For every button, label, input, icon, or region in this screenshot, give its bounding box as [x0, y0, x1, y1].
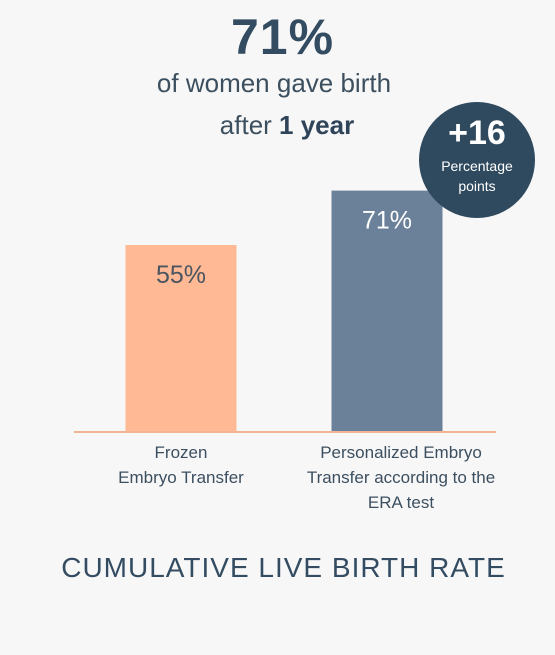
x-tick-label-1-line-2: Embryo Transfer: [118, 468, 244, 487]
bar-2: [331, 190, 443, 432]
chart-footer-title: CUMULATIVE LIVE BIRTH RATE: [61, 552, 506, 583]
subtitle-bold: 1 year: [279, 110, 355, 140]
badge-label-line2: points: [458, 178, 496, 194]
x-tick-label-2-line-2: Transfer according to the: [306, 468, 496, 487]
badge-value: +16: [448, 114, 506, 152]
x-tick-label-2-line-3: ERA test: [367, 493, 435, 512]
percentage-points-badge: +16 Percentage points: [419, 102, 535, 218]
badge-label: Percentage points: [427, 156, 527, 196]
x-tick-label-2-line-1: Personalized Embryo: [320, 443, 482, 462]
badge-label-line1: Percentage: [441, 158, 513, 174]
bar-value-label-1: 55%: [156, 261, 206, 289]
subtitle-prefix: after: [219, 110, 280, 140]
bar-value-label-2: 71%: [362, 207, 412, 235]
x-tick-label-2: Personalized Embryo Transfer according to…: [281, 440, 521, 515]
headline-value: 71%: [230, 9, 335, 65]
headline-subtitle-line1: of women gave birth: [156, 68, 392, 98]
headline-subtitle-line2: after 1 year: [0, 110, 555, 141]
x-tick-label-1-line-1: Frozen: [154, 443, 208, 462]
x-tick-label-1: Frozen Embryo Transfer: [96, 440, 266, 490]
bar-1: [125, 245, 237, 432]
